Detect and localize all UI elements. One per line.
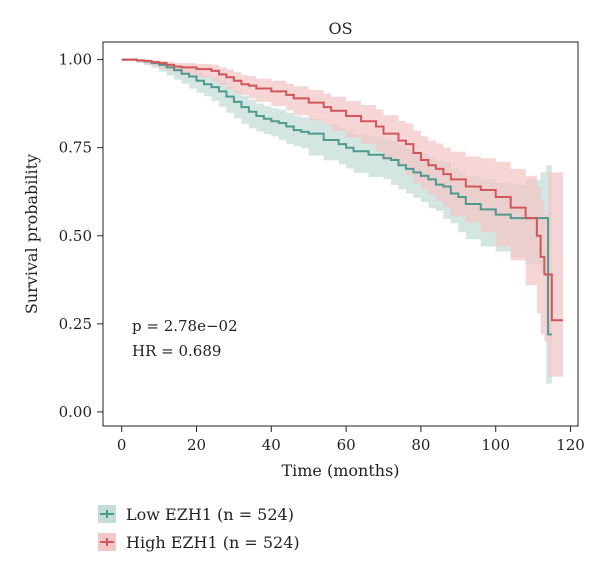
survival-curve-high bbox=[121, 58, 564, 322]
y-axis-ticks: 0.00 0.25 0.50 0.75 1.00 bbox=[59, 51, 103, 421]
legend-item-high: High EZH1 (n = 524) bbox=[98, 528, 300, 556]
y-tick-label: 0.75 bbox=[59, 139, 92, 157]
hr-annotation: HR = 0.689 bbox=[132, 342, 221, 360]
y-tick-label: 1.00 bbox=[59, 51, 92, 69]
ci-band-high bbox=[121, 59, 564, 377]
y-tick-label: 0.50 bbox=[59, 227, 92, 245]
p-value-annotation: p = 2.78e−02 bbox=[132, 317, 238, 335]
x-axis-label: Time (months) bbox=[281, 461, 399, 480]
x-tick-label: 80 bbox=[411, 436, 430, 454]
x-tick-label: 20 bbox=[187, 436, 206, 454]
y-axis-label: Survival probability bbox=[22, 154, 41, 314]
legend-label-low: Low EZH1 (n = 524) bbox=[126, 504, 294, 524]
chart-title: OS bbox=[328, 19, 352, 38]
survival-curves bbox=[121, 58, 564, 336]
legend: Low EZH1 (n = 524) High EZH1 (n = 524) bbox=[98, 500, 300, 556]
km-chart: 0 20 40 60 80 100 120 0.000.250.500.751.00 OS … bbox=[22, 19, 585, 480]
legend-label-high: High EZH1 (n = 524) bbox=[126, 532, 300, 552]
x-axis-ticks: 0 20 40 60 80 100 120 bbox=[117, 426, 585, 454]
survival-curve-low bbox=[121, 58, 552, 336]
x-tick-label: 40 bbox=[262, 436, 281, 454]
x-tick-label: 60 bbox=[337, 436, 356, 454]
legend-item-low: Low EZH1 (n = 524) bbox=[98, 500, 300, 528]
x-tick-label: 0 bbox=[117, 436, 127, 454]
y-tick-label: 0.00 bbox=[59, 403, 92, 421]
y-tick-label: 0.25 bbox=[59, 315, 92, 333]
x-tick-label: 120 bbox=[556, 436, 585, 454]
confidence-bands bbox=[121, 59, 564, 384]
x-tick-label: 100 bbox=[481, 436, 510, 454]
legend-swatch-low bbox=[98, 505, 116, 523]
plot-frame bbox=[102, 41, 579, 427]
legend-swatch-high bbox=[98, 533, 116, 551]
